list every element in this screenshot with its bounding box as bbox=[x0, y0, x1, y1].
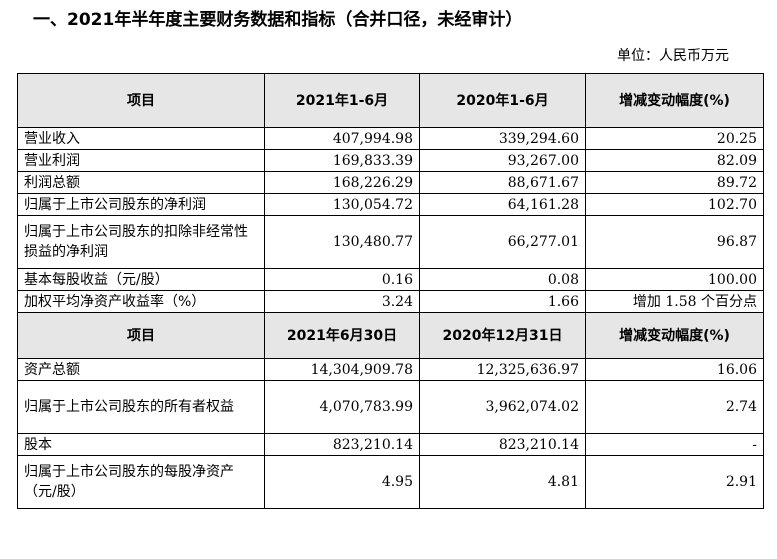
table-row: 归属于上市公司股东的每股净资产（元/股） 4.95 4.81 2.91 bbox=[17, 455, 764, 509]
cell-change: 96.87 bbox=[585, 215, 764, 269]
column-header: 2021年6月30日 bbox=[264, 312, 420, 359]
row-label: 营业利润 bbox=[17, 149, 265, 172]
cell-current: 0.16 bbox=[264, 268, 420, 291]
cell-current: 3.24 bbox=[264, 290, 420, 313]
financial-table: 项目 2021年1-6月 2020年1-6月 增减变动幅度(%) 营业收入 40… bbox=[17, 73, 764, 509]
row-label: 营业收入 bbox=[17, 127, 265, 150]
row-label: 利润总额 bbox=[17, 171, 265, 194]
document-title: 一、2021年半年度主要财务数据和指标（合并口径，未经审计） bbox=[33, 10, 523, 30]
cell-previous: 64,161.28 bbox=[419, 193, 586, 216]
cell-current: 168,226.29 bbox=[264, 171, 420, 194]
table-header-row: 项目 2021年6月30日 2020年12月31日 增减变动幅度(%) bbox=[17, 312, 764, 359]
table-row: 营业利润 169,833.39 93,267.00 82.09 bbox=[17, 149, 764, 172]
cell-previous: 12,325,636.97 bbox=[419, 358, 586, 381]
cell-change: 16.06 bbox=[585, 358, 764, 381]
table-header-row: 项目 2021年1-6月 2020年1-6月 增减变动幅度(%) bbox=[17, 73, 764, 128]
cell-previous: 4.81 bbox=[419, 455, 586, 509]
cell-current: 130,480.77 bbox=[264, 215, 420, 269]
cell-change: 102.70 bbox=[585, 193, 764, 216]
table-row: 加权平均净资产收益率（%） 3.24 1.66 增加 1.58 个百分点 bbox=[17, 290, 764, 313]
cell-change: - bbox=[585, 433, 764, 456]
cell-current: 4,070,783.99 bbox=[264, 380, 420, 434]
table-row: 基本每股收益（元/股） 0.16 0.08 100.00 bbox=[17, 268, 764, 291]
column-header: 项目 bbox=[17, 73, 265, 128]
column-header: 项目 bbox=[17, 312, 265, 359]
row-label: 归属于上市公司股东的每股净资产（元/股） bbox=[17, 455, 265, 509]
table-row: 股本 823,210.14 823,210.14 - bbox=[17, 433, 764, 456]
cell-change: 89.72 bbox=[585, 171, 764, 194]
row-label: 加权平均净资产收益率（%） bbox=[17, 290, 265, 313]
table-row: 归属于上市公司股东的净利润 130,054.72 64,161.28 102.7… bbox=[17, 193, 764, 216]
cell-previous: 339,294.60 bbox=[419, 127, 586, 150]
cell-change: 100.00 bbox=[585, 268, 764, 291]
row-label: 资产总额 bbox=[17, 358, 265, 381]
unit-label: 单位：人民币万元 bbox=[617, 48, 729, 64]
table-row: 归属于上市公司股东的所有者权益 4,070,783.99 3,962,074.0… bbox=[17, 380, 764, 434]
row-label: 股本 bbox=[17, 433, 265, 456]
cell-current: 130,054.72 bbox=[264, 193, 420, 216]
cell-change: 2.74 bbox=[585, 380, 764, 434]
table-row: 资产总额 14,304,909.78 12,325,636.97 16.06 bbox=[17, 358, 764, 381]
row-label: 归属于上市公司股东的扣除非经常性损益的净利润 bbox=[17, 215, 265, 269]
row-label: 归属于上市公司股东的净利润 bbox=[17, 193, 265, 216]
cell-previous: 0.08 bbox=[419, 268, 586, 291]
cell-current: 823,210.14 bbox=[264, 433, 420, 456]
cell-current: 407,994.98 bbox=[264, 127, 420, 150]
cell-change: 20.25 bbox=[585, 127, 764, 150]
column-header: 增减变动幅度(%) bbox=[585, 312, 764, 359]
cell-previous: 3,962,074.02 bbox=[419, 380, 586, 434]
cell-change: 82.09 bbox=[585, 149, 764, 172]
column-header: 2020年12月31日 bbox=[419, 312, 586, 359]
row-label: 归属于上市公司股东的所有者权益 bbox=[17, 380, 265, 434]
cell-current: 169,833.39 bbox=[264, 149, 420, 172]
row-label: 基本每股收益（元/股） bbox=[17, 268, 265, 291]
cell-current: 14,304,909.78 bbox=[264, 358, 420, 381]
cell-change: 增加 1.58 个百分点 bbox=[585, 290, 764, 313]
column-header: 2021年1-6月 bbox=[264, 73, 420, 128]
cell-previous: 88,671.67 bbox=[419, 171, 586, 194]
cell-previous: 823,210.14 bbox=[419, 433, 586, 456]
cell-previous: 1.66 bbox=[419, 290, 586, 313]
table-row: 归属于上市公司股东的扣除非经常性损益的净利润 130,480.77 66,277… bbox=[17, 215, 764, 269]
cell-previous: 66,277.01 bbox=[419, 215, 586, 269]
column-header: 2020年1-6月 bbox=[419, 73, 586, 128]
cell-change: 2.91 bbox=[585, 455, 764, 509]
table-row: 营业收入 407,994.98 339,294.60 20.25 bbox=[17, 127, 764, 150]
table-row: 利润总额 168,226.29 88,671.67 89.72 bbox=[17, 171, 764, 194]
cell-previous: 93,267.00 bbox=[419, 149, 586, 172]
cell-current: 4.95 bbox=[264, 455, 420, 509]
column-header: 增减变动幅度(%) bbox=[585, 73, 764, 128]
